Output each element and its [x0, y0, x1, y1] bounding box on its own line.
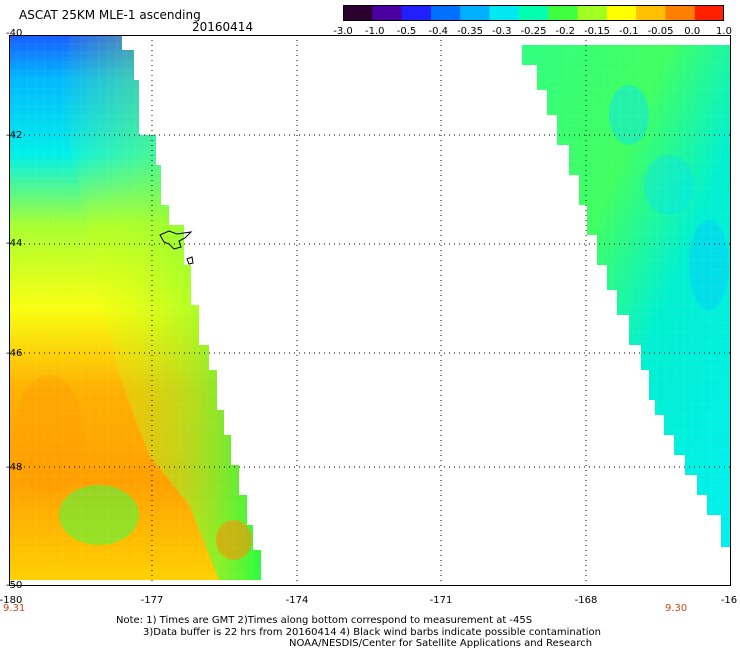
colorbar-swatch	[665, 5, 696, 21]
colorbar-tick-label: 0.0	[684, 26, 701, 37]
lon-label: -174	[285, 595, 309, 606]
colorbar-swatch	[606, 5, 637, 21]
time-label-left: 9.31	[3, 603, 26, 614]
colorbar-tick-label: -0.05	[647, 26, 674, 37]
colorbar-swatch	[489, 5, 520, 21]
colorbar-swatch	[372, 5, 403, 21]
colorbar-swatch	[343, 5, 373, 21]
note-line-3: NOAA/NESDIS/Center for Satellite Applica…	[289, 638, 593, 649]
colorbar-swatch	[401, 5, 432, 21]
colorbar-tick-label: -3.0	[333, 26, 353, 37]
colorbar-swatch	[636, 5, 666, 21]
time-label-right: 9.30	[665, 603, 688, 614]
colorbar-tick-label: -1.0	[364, 26, 385, 37]
lon-label: -168	[574, 595, 598, 606]
image-title: ASCAT 25KM MLE-1 ascending	[19, 8, 201, 22]
lon-label: -171	[429, 595, 453, 606]
lat-label: -50	[6, 580, 23, 591]
image-date: 20160414	[192, 20, 254, 34]
colorbar-tick-label: -0.4	[428, 26, 449, 37]
colorbar-tick-label: 1.0	[716, 26, 732, 37]
lon-label: -180	[0, 595, 23, 606]
colorbar-swatch	[694, 5, 724, 21]
chatham-islands-outline	[159, 230, 194, 265]
wind-map	[9, 35, 731, 586]
lat-label: -44	[6, 238, 23, 249]
colorbar-swatch	[518, 5, 549, 21]
colorbar-swatch	[548, 5, 578, 21]
lat-label: -40	[6, 28, 23, 39]
colorbar-tick-label: -0.3	[491, 26, 512, 37]
colorbar-swatch	[577, 5, 608, 21]
lon-label: -16	[720, 595, 738, 606]
colorbar-tick-label: -0.1	[618, 26, 639, 37]
colorbar-tick-label: -0.35	[457, 26, 483, 37]
note-line-2: 3)Data buffer is 22 hrs from 20160414 4)…	[143, 627, 601, 638]
colorbar	[343, 5, 724, 21]
graticule	[9, 35, 731, 586]
colorbar-tick-label: -0.2	[555, 26, 576, 37]
colorbar-tick-label: -0.25	[520, 26, 547, 37]
colorbar-tick-label: -0.15	[584, 26, 610, 37]
lat-label: -46	[6, 348, 23, 359]
lat-label: -48	[6, 462, 23, 473]
note-line-1: Note: 1) Times are GMT 2)Times along bot…	[116, 615, 533, 626]
colorbar-swatch	[460, 5, 491, 21]
colorbar-swatch	[430, 5, 461, 21]
colorbar-tick-label: -0.5	[396, 26, 417, 37]
lat-label: -42	[6, 130, 23, 141]
lon-label: -177	[140, 595, 164, 606]
